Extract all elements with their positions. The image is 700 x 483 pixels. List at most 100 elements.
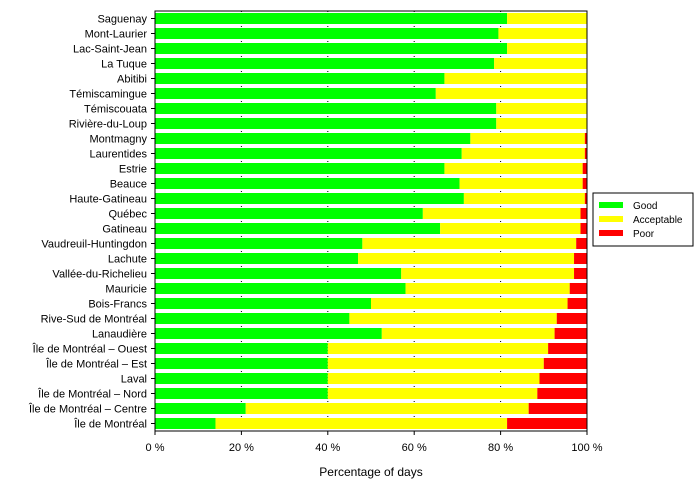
bar-poor	[554, 328, 587, 339]
bar-acceptable	[494, 58, 587, 69]
category-label: Témiscamingue	[69, 89, 147, 101]
category-label: Haute-Gatineau	[69, 194, 147, 206]
bar-good	[155, 163, 445, 174]
bar-acceptable	[358, 253, 575, 264]
category-label: Laurentides	[90, 149, 148, 161]
category-label: Beauce	[110, 179, 147, 191]
bar-poor	[548, 343, 587, 354]
legend-label: Acceptable	[633, 215, 683, 226]
category-label: Île de Montréal – Centre	[28, 403, 147, 416]
legend-label: Poor	[633, 229, 655, 240]
bar-poor	[584, 148, 587, 159]
bar-poor	[574, 268, 587, 279]
bar-acceptable	[507, 13, 587, 24]
category-label: Montmagny	[90, 134, 148, 146]
legend: Good Acceptable Poor	[592, 192, 694, 247]
category-label: Mont-Laurier	[85, 29, 148, 41]
bar-acceptable	[327, 388, 538, 399]
x-tick-label: 60 %	[402, 442, 427, 454]
bar-good	[155, 43, 508, 54]
bar-acceptable	[440, 223, 581, 234]
legend-label: Good	[633, 201, 657, 212]
bar-acceptable	[459, 178, 583, 189]
category-label: Île de Montréal – Ouest	[32, 343, 147, 356]
category-labels: Saguenay Mont-Laurier Lac-Saint-Jean La Tuq…	[28, 14, 155, 431]
bar-good	[155, 73, 445, 84]
bar-poor	[580, 223, 587, 234]
bar-poor	[584, 193, 587, 204]
bar-good	[155, 268, 402, 279]
bar-good	[155, 58, 495, 69]
bar-poor	[574, 253, 587, 264]
category-label: Témiscouata	[84, 104, 148, 116]
bar-good	[155, 403, 246, 414]
bar-good	[155, 238, 363, 249]
category-label: Laval	[121, 374, 147, 386]
category-label: Bois-Francs	[88, 299, 147, 311]
legend-swatch	[599, 230, 623, 236]
bar-poor	[507, 418, 587, 429]
category-label: Île de Montréal	[73, 418, 147, 431]
bar-good	[155, 178, 460, 189]
x-tick-label: 80 %	[488, 442, 513, 454]
category-label: Gatineau	[102, 224, 147, 236]
bar-poor	[567, 298, 587, 309]
bar-good	[155, 133, 471, 144]
plot-frame	[154, 10, 588, 432]
bar-acceptable	[362, 238, 577, 249]
bar-good	[155, 148, 462, 159]
bar-good	[155, 223, 441, 234]
bar-good	[155, 283, 406, 294]
x-axis-title: Percentage of days	[319, 465, 422, 479]
bar-poor	[539, 373, 587, 384]
category-label: Québec	[108, 209, 147, 221]
category-label: Île de Montréal – Nord	[37, 388, 147, 401]
x-tick-label: 0 %	[146, 442, 165, 454]
bar-poor	[556, 313, 587, 324]
bar-acceptable	[496, 118, 587, 129]
category-label: Mauricie	[105, 284, 147, 296]
bar-good	[155, 193, 464, 204]
bar-acceptable	[470, 133, 585, 144]
category-label: Lac-Saint-Jean	[73, 44, 147, 56]
bar-good	[155, 118, 497, 129]
x-tick-label: 40 %	[315, 442, 340, 454]
category-label: Île de Montréal – Est	[45, 358, 147, 371]
bar-good	[155, 373, 328, 384]
bar-poor	[569, 283, 587, 294]
bar-acceptable	[498, 28, 587, 39]
bar-good	[155, 103, 497, 114]
bar-acceptable	[327, 358, 544, 369]
bar-acceptable	[405, 283, 570, 294]
bar-acceptable	[349, 313, 557, 324]
bar-acceptable	[461, 148, 585, 159]
bars	[155, 13, 587, 429]
bar-poor	[582, 178, 587, 189]
bar-poor	[537, 388, 587, 399]
category-label: Abitibi	[117, 74, 147, 86]
bar-good	[155, 358, 328, 369]
category-label: Saguenay	[97, 14, 147, 26]
bar-acceptable	[371, 298, 568, 309]
bar-acceptable	[463, 193, 585, 204]
bar-good	[155, 253, 359, 264]
bar-poor	[582, 163, 587, 174]
category-label: Lachute	[108, 254, 147, 266]
bar-good	[155, 418, 216, 429]
bar-poor	[528, 403, 587, 414]
bar-acceptable	[422, 208, 581, 219]
category-label: Rivière-du-Loup	[69, 119, 147, 131]
bar-good	[155, 388, 328, 399]
category-label: Estrie	[119, 164, 147, 176]
category-label: Vaudreuil-Huntingdon	[41, 239, 147, 251]
bar-poor	[584, 133, 587, 144]
x-tick-label: 100 %	[571, 442, 602, 454]
bar-poor	[576, 238, 587, 249]
bar-good	[155, 88, 436, 99]
bar-good	[155, 328, 382, 339]
bar-good	[155, 313, 350, 324]
bar-acceptable	[245, 403, 529, 414]
bar-acceptable	[507, 43, 587, 54]
bar-poor	[543, 358, 587, 369]
